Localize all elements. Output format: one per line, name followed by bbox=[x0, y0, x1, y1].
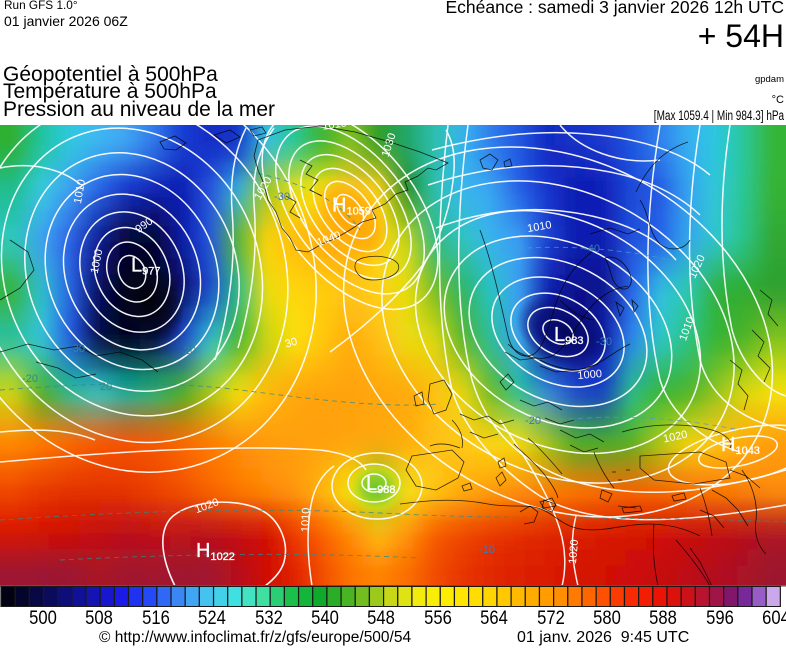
svg-text:20: 20 bbox=[184, 345, 196, 357]
svg-text:1020: 1020 bbox=[567, 539, 581, 564]
svg-text:1020: 1020 bbox=[662, 429, 688, 446]
svg-text:-30: -30 bbox=[596, 336, 612, 348]
svg-text:20: 20 bbox=[100, 381, 112, 393]
svg-text:1010: 1010 bbox=[322, 125, 348, 133]
svg-text:-30: -30 bbox=[69, 343, 85, 355]
svg-text:1000: 1000 bbox=[577, 368, 602, 382]
svg-text:-40: -40 bbox=[584, 243, 600, 255]
svg-text:30: 30 bbox=[284, 336, 299, 351]
svg-text:-20: -20 bbox=[525, 415, 541, 427]
svg-text:1010: 1010 bbox=[526, 219, 552, 235]
svg-text:1000: 1000 bbox=[89, 248, 106, 274]
svg-text:-30: -30 bbox=[274, 191, 290, 203]
svg-text:-10: -10 bbox=[479, 544, 495, 556]
svg-text:1010: 1010 bbox=[72, 178, 88, 204]
svg-text:1010: 1010 bbox=[300, 507, 313, 532]
svg-text:-20: -20 bbox=[22, 373, 38, 385]
